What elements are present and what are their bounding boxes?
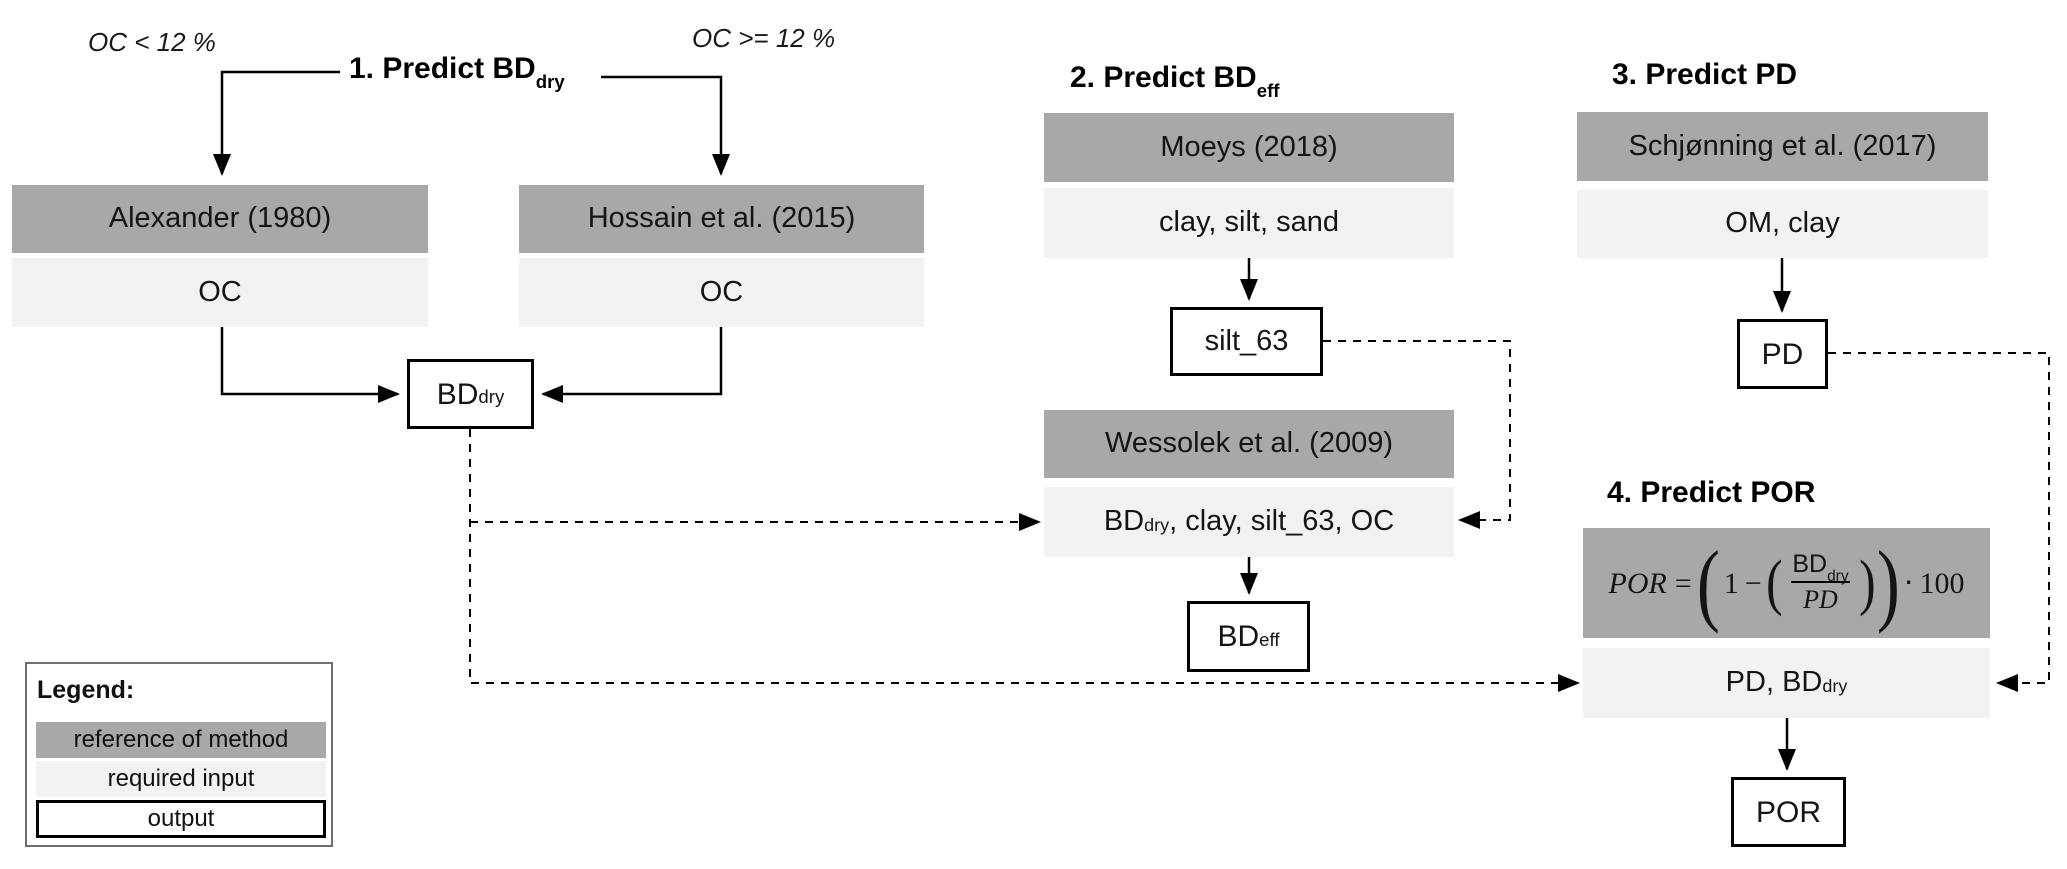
legend-box: Legend: reference of method required inp…	[25, 662, 333, 847]
alexander-reference-box: Alexander (1980)	[12, 185, 428, 253]
section1-title-sub: dry	[535, 71, 565, 93]
arrow-alexander-oc-to-bddry	[220, 327, 400, 403]
schjonning-input-box: OM, clay	[1577, 190, 1988, 258]
bddry-output-box: BD dry	[407, 359, 534, 429]
pd-output-box: PD	[1737, 319, 1828, 389]
alexander-input-box: OC	[12, 258, 428, 327]
por-input-pre: PD, BD	[1725, 666, 1823, 699]
wessolek-reference-box: Wessolek et al. (2009)	[1044, 410, 1454, 478]
bdeff-output-main: BD	[1217, 620, 1260, 653]
formula-mult-dot: ⋅	[1903, 566, 1914, 600]
formula-numerator-sub: dry	[1827, 567, 1849, 585]
moeys-input-box: clay, silt, sand	[1044, 188, 1454, 258]
section1-title: 1. Predict BDdry	[349, 52, 565, 91]
legend-title: Legend:	[37, 676, 135, 704]
formula-minus: −	[1744, 566, 1762, 600]
silt63-output-box: silt_63	[1170, 307, 1323, 376]
formula-denominator: PD	[1791, 581, 1850, 615]
hossain-input-box: OC	[519, 258, 924, 327]
condition-oc-lt-12: OC < 12 %	[88, 27, 216, 57]
legend-item-output: output	[36, 800, 326, 838]
formula-numerator: BDdry	[1788, 549, 1852, 585]
moeys-reference-box: Moeys (2018)	[1044, 113, 1454, 182]
formula-eq: =	[1672, 566, 1694, 600]
wessolek-input-post: , clay, silt_63, OC	[1169, 505, 1395, 538]
wessolek-input-box: BD dry, clay, silt_63, OC	[1044, 487, 1454, 557]
condition-oc-ge-12: OC >= 12 %	[692, 23, 836, 53]
legend-item-required-input: required input	[36, 761, 326, 797]
arrow-title1-to-hossain	[601, 75, 730, 176]
section2-title-sub: eff	[1256, 80, 1280, 102]
arrow-title1-to-alexander	[213, 70, 340, 176]
arrow-hossain-oc-to-bddry	[541, 327, 723, 403]
legend-item-reference: reference of method	[36, 722, 326, 758]
formula-fraction: BDdry PD	[1788, 549, 1852, 615]
section2-title-main: 2. Predict BD	[1070, 61, 1257, 94]
wessolek-input-pre: BD	[1103, 505, 1145, 538]
bdeff-output-box: BD eff	[1187, 601, 1310, 672]
section1-title-main: 1. Predict BD	[349, 52, 536, 85]
formula-factor: 100	[1919, 566, 1965, 600]
section4-title: 4. Predict POR	[1607, 476, 1816, 509]
section3-title: 3. Predict PD	[1612, 58, 1798, 91]
por-input-box: PD, BD dry	[1583, 648, 1990, 718]
bddry-output-main: BD	[436, 377, 479, 411]
formula-one: 1	[1723, 566, 1739, 600]
schjonning-reference-box: Schjønning et al. (2017)	[1577, 112, 1988, 181]
hossain-reference-box: Hossain et al. (2015)	[519, 185, 924, 253]
formula-lhs: POR	[1608, 566, 1667, 600]
por-formula-box: POR = ( 1 − ( BDdry PD ) ) ⋅ 100	[1583, 528, 1990, 638]
section2-title: 2. Predict BDeff	[1070, 61, 1279, 100]
formula-numerator-main: BD	[1792, 549, 1828, 578]
por-output-box: POR	[1731, 777, 1846, 847]
